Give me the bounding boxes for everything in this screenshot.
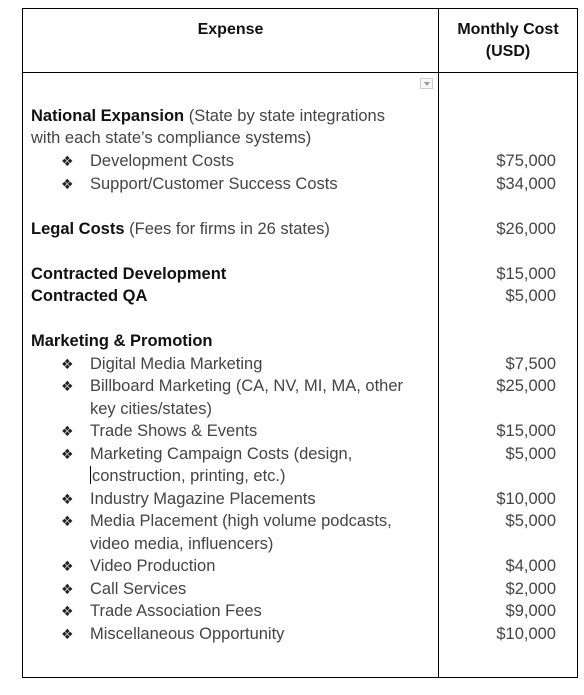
list-item: ❖ Development Costs	[61, 150, 234, 172]
bullet-icon: ❖	[61, 356, 74, 372]
expense-table: Expense Monthly Cost (USD) National Expa…	[22, 8, 578, 678]
list-item: ❖ Industry Magazine Placements	[61, 488, 316, 510]
item-label: Digital Media Marketing	[90, 355, 263, 373]
contracted-qa-cost: $5,000	[505, 287, 556, 305]
legal-costs-line: Legal Costs (Fees for firms in 26 states…	[31, 218, 330, 240]
marketing-title: Marketing & Promotion	[31, 332, 213, 350]
item-cost: $4,000	[505, 557, 556, 575]
item-label: Trade Association Fees	[90, 602, 262, 620]
item-label: Video Production	[90, 557, 216, 575]
contracted-qa-label: Contracted QA	[31, 287, 148, 305]
bullet-icon: ❖	[61, 513, 74, 529]
item-label: Trade Shows & Events	[90, 422, 258, 440]
list-item: ❖ Marketing Campaign Costs (design,	[61, 443, 352, 465]
bullet-icon: ❖	[61, 491, 74, 507]
header-divider	[23, 72, 577, 73]
item-label: Industry Magazine Placements	[90, 490, 316, 508]
item-cost: $2,000	[505, 580, 556, 598]
bullet-icon: ❖	[61, 423, 74, 439]
item-label-continued: key cities/states)	[90, 400, 212, 418]
item-label-continued: construction, printing, etc.)	[92, 467, 286, 485]
list-item: ❖ Digital Media Marketing	[61, 353, 262, 375]
item-cost: $7,500	[505, 355, 556, 373]
item-cost: $10,000	[496, 490, 556, 508]
item-label: Support/Customer Success Costs	[90, 175, 338, 193]
item-cost: $5,000	[505, 445, 556, 463]
national-expansion-line2: with each state’s compliance systems)	[31, 129, 312, 147]
cell-dropdown-icon[interactable]	[420, 78, 433, 89]
header-monthly-cost: Monthly Cost (USD)	[439, 19, 577, 63]
column-divider	[438, 9, 439, 677]
list-item: ❖ Media Placement (high volume podcasts,	[61, 510, 392, 532]
national-expansion-line1: National Expansion (State by state integ…	[31, 105, 385, 127]
legal-costs-title: Legal Costs	[31, 220, 125, 238]
bullet-icon: ❖	[61, 446, 74, 462]
national-expansion-desc: (State by state integrations	[184, 107, 385, 125]
item-label: Development Costs	[90, 152, 234, 170]
list-item: ❖ Video Production	[61, 555, 215, 577]
list-item: ❖ Call Services	[61, 578, 186, 600]
item-label: Billboard Marketing (CA, NV, MI, MA, oth…	[90, 377, 404, 395]
item-label-continued: video media, influencers)	[90, 535, 274, 553]
item-cost: $10,000	[496, 625, 556, 643]
legal-costs-cost: $26,000	[496, 220, 556, 238]
list-item: ❖ Trade Shows & Events	[61, 420, 257, 442]
item-cost: $34,000	[496, 175, 556, 193]
item-cost: $9,000	[505, 602, 556, 620]
bullet-icon: ❖	[61, 153, 74, 169]
header-expense: Expense	[197, 21, 264, 38]
list-item: ❖ Trade Association Fees	[61, 600, 262, 622]
national-expansion-title: National Expansion	[31, 107, 185, 125]
bullet-icon: ❖	[61, 558, 74, 574]
item-cost: $15,000	[496, 422, 556, 440]
legal-costs-desc: (Fees for firms in 26 states)	[124, 220, 330, 238]
list-item: ❖ Billboard Marketing (CA, NV, MI, MA, ot…	[61, 375, 403, 397]
bullet-icon: ❖	[61, 581, 74, 597]
contracted-development-label: Contracted Development	[31, 265, 227, 283]
text-cursor	[90, 466, 91, 484]
header-cost-line2: (USD)	[485, 43, 531, 60]
item-label: Media Placement (high volume podcasts,	[90, 512, 392, 530]
list-item: ❖ Miscellaneous Opportunity	[61, 623, 284, 645]
item-label: Call Services	[90, 580, 187, 598]
bullet-icon: ❖	[61, 378, 74, 394]
bullet-icon: ❖	[61, 603, 74, 619]
item-label: Miscellaneous Opportunity	[90, 625, 285, 643]
header-cost-line1: Monthly Cost	[457, 21, 559, 38]
list-item: ❖ Support/Customer Success Costs	[61, 173, 338, 195]
item-cost: $75,000	[496, 152, 556, 170]
item-label-continued-with-caret: construction, printing, etc.)	[90, 465, 286, 487]
bullet-icon: ❖	[61, 176, 74, 192]
item-cost: $5,000	[505, 512, 556, 530]
item-label: Marketing Campaign Costs (design,	[90, 445, 353, 463]
item-cost: $25,000	[496, 377, 556, 395]
contracted-development-cost: $15,000	[496, 265, 556, 283]
bullet-icon: ❖	[61, 626, 74, 642]
